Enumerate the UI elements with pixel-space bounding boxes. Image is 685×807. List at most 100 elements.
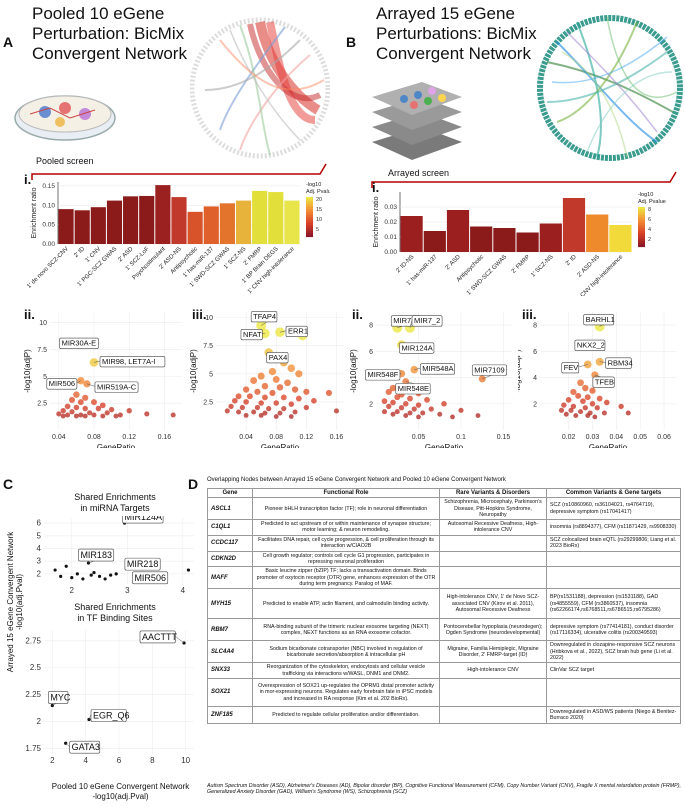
bar (219, 203, 235, 244)
y-tick-label: 0.00 (384, 249, 397, 256)
rare-variants-cell (439, 550, 547, 568)
panel-c-top-title: Shared Enrichments in miRNA Targets (35, 492, 195, 514)
y-axis-label: Enrichment ratio (373, 196, 380, 247)
data-label: AACTTT (142, 632, 178, 642)
label-leader (599, 361, 606, 363)
panel-c-xlabel-line-1: Pooled 10 eGene Convergent Network (51, 782, 190, 791)
label-box (605, 357, 632, 369)
data-point (144, 411, 150, 417)
common-variants-cell: SCZ (rs10860960, rs36104021, rs4764719),… (546, 497, 681, 521)
x-axis-label: GeneRatio (261, 443, 300, 448)
data-point (402, 401, 409, 407)
data-point (276, 384, 284, 391)
data-point (95, 405, 102, 412)
rare-variants-cell: Pontocerebellar hypoplasia (neurodegen);… (439, 618, 547, 642)
label-box (124, 557, 161, 571)
data-label: PAX4 (269, 353, 288, 362)
data-label: BARHL1 (586, 315, 615, 324)
common-variants-cell: Downregulated in ASD/WS patients (Niego … (546, 705, 681, 724)
label-leader (409, 320, 413, 328)
legend-gradient-segment (306, 223, 313, 226)
table-caption: Overlapping Nodes between Arrayed 15 eGe… (207, 477, 506, 483)
data-point (275, 327, 285, 338)
y-tick-label: 10 (205, 315, 213, 322)
y-tick-label: 0.10 (42, 202, 55, 209)
legend-gradient-segment (638, 235, 645, 238)
data-point (558, 407, 565, 413)
legend-title-line: -log10 (638, 192, 653, 198)
x-tick-label: 0.05 (412, 434, 426, 441)
data-label: NKX2_2 (577, 341, 605, 350)
data-point (269, 389, 276, 396)
data-point (257, 372, 265, 380)
legend-gradient-segment (306, 225, 313, 228)
label-box (266, 352, 289, 364)
y-tick-label: 0.00 (42, 241, 55, 248)
y-tick-label: 8 (369, 323, 373, 330)
rare-variants-cell: Migraine, Familia Hemiplegic, Migraine D… (439, 640, 547, 664)
data-point (108, 406, 115, 413)
x-tick-label: 0.06 (657, 434, 671, 441)
data-point (73, 404, 80, 411)
data-point (117, 412, 123, 418)
data-point (589, 387, 596, 394)
functional-role-cell: Predicted to enable ATP, actin filament,… (252, 588, 440, 620)
rare-variants-cell (439, 677, 547, 707)
data-point (410, 365, 419, 374)
data-point (577, 379, 584, 387)
chart-a-ii: 2.5 5 7.5 10 0.04 0.08 0.12 0.16 MIR30A-E MIR98, … (23, 312, 182, 448)
common-variants-cell: BP(rs1531188), depression (rs1531188), G… (546, 588, 681, 620)
bar (252, 190, 268, 244)
data-point (50, 703, 54, 708)
data-point (582, 384, 589, 392)
chart-b-ii: 24680.050.10.15MIR7_1MIR7_2MIR124AMIR548… (349, 312, 512, 448)
bar (187, 211, 203, 244)
common-variants-cell: Downregulated in clozapine-responsive SC… (546, 640, 681, 664)
header-functional-role: Functional Role (252, 487, 440, 499)
data-point (89, 573, 93, 577)
y-tick-label: 6 (533, 349, 537, 356)
data-point (570, 403, 577, 410)
data-label: MIR7109 (474, 365, 504, 374)
data-point (81, 577, 85, 581)
data-point (303, 388, 310, 395)
y-tick-label: 4 (37, 544, 42, 553)
label-leader (86, 383, 96, 387)
data-point (287, 364, 296, 372)
data-point (64, 403, 71, 410)
legend-gradient-segment (638, 225, 645, 228)
y-axis-label: Enrichment ratio (31, 187, 38, 238)
pooled-screen-caption: Pooled screen (36, 156, 94, 166)
data-point (437, 411, 443, 417)
x-tick-label: 3 (125, 586, 130, 595)
legend-gradient-segment (638, 213, 645, 216)
sublabel-b-iii: iii. (522, 307, 537, 322)
data-point (104, 410, 110, 416)
legend-gradient-segment (638, 243, 645, 246)
data-point (580, 398, 586, 404)
y-axis-label: -log10(adjP) (349, 349, 358, 393)
legend-gradient-segment (306, 231, 313, 234)
label-box (399, 342, 435, 354)
bar (171, 197, 187, 244)
data-label: MIR506 (49, 379, 75, 388)
header-common-variants: Common Variants & Gene targets (546, 487, 681, 499)
data-point (70, 576, 74, 580)
label-leader (279, 330, 287, 333)
data-point (441, 401, 447, 407)
data-point (273, 414, 279, 419)
data-point (325, 389, 333, 396)
data-point (394, 394, 401, 401)
data-label: MIR7_1 (393, 316, 419, 325)
y-tick-label: 2 (369, 401, 373, 408)
data-label: EGR_Q6 (93, 710, 130, 720)
functional-role-cell: Pioneer bHLH transcription factor (TF); … (252, 497, 440, 521)
legend-tick-label: 5 (316, 227, 319, 233)
label-leader (262, 333, 265, 335)
data-point (186, 568, 191, 572)
table-row: RBM7 RNA-binding subunit of the trimeric … (207, 618, 681, 642)
label-box (365, 369, 401, 381)
legend-gradient-segment (306, 203, 313, 206)
functional-role-cell: Overexpression of SOX21 up-regulates the… (252, 677, 440, 707)
data-point (235, 393, 242, 400)
